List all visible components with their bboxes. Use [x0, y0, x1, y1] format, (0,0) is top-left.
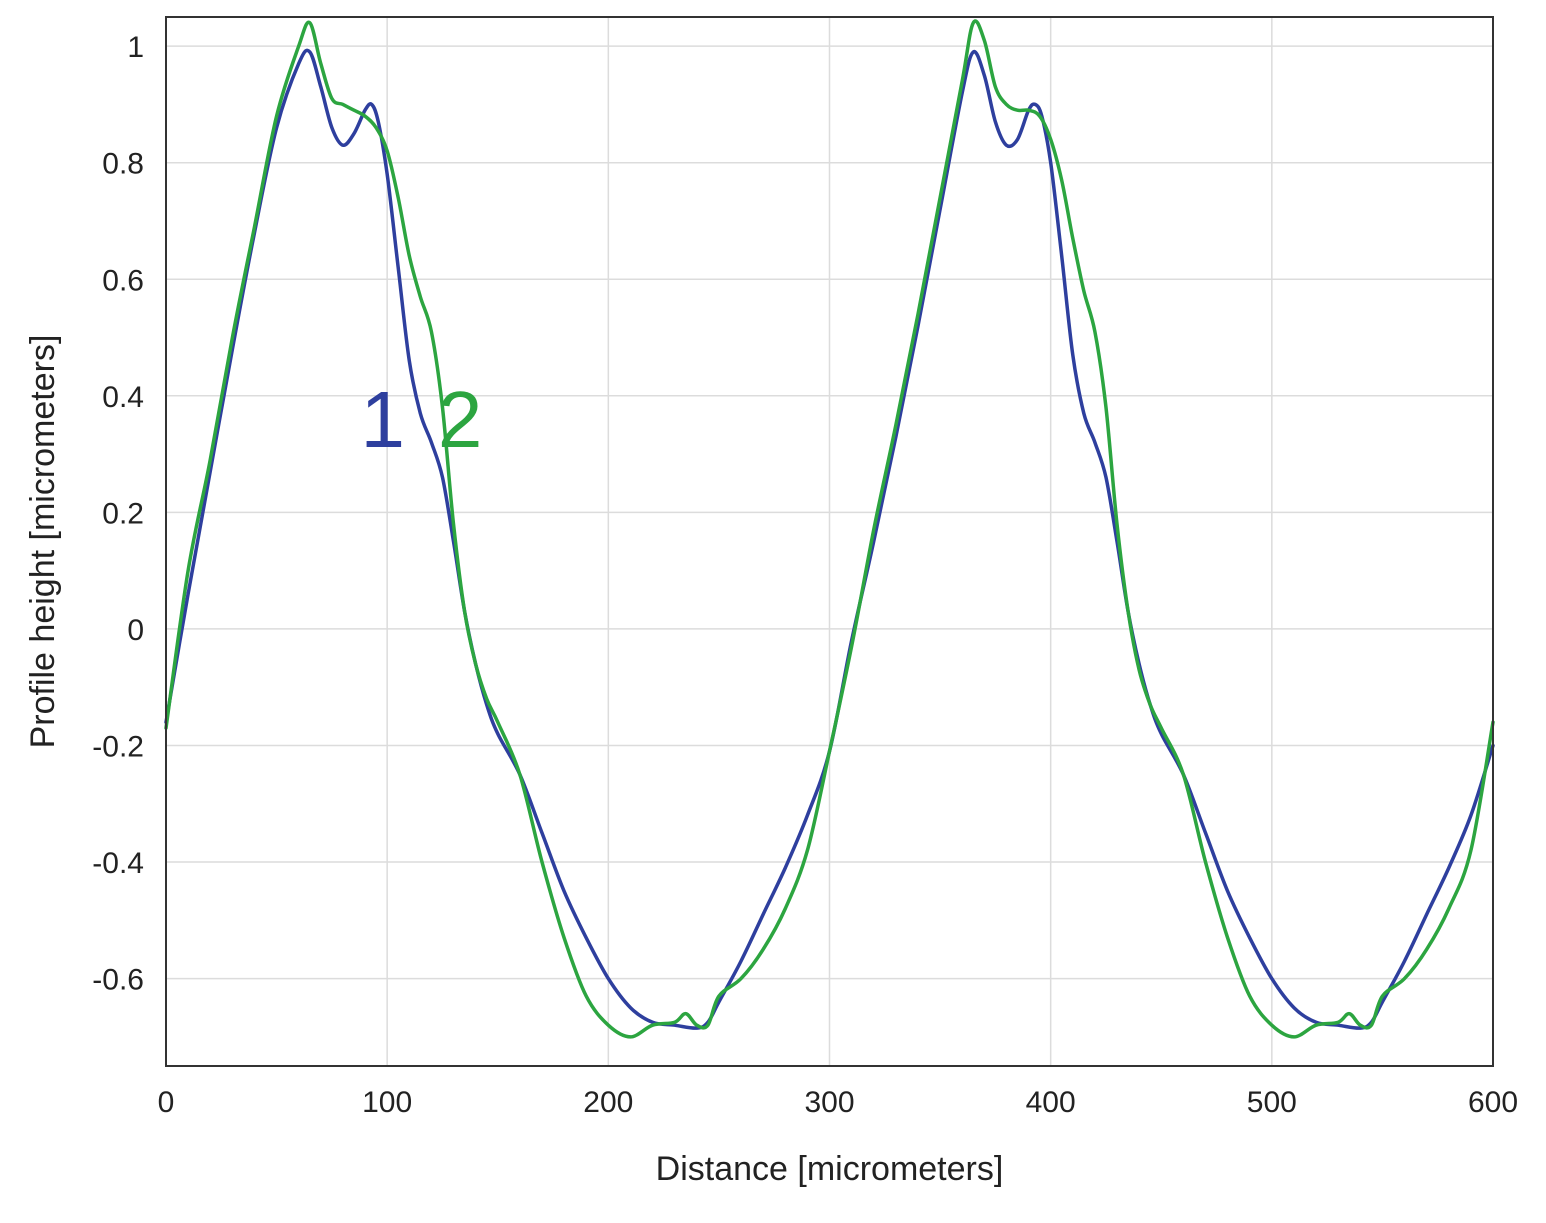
series-1-label: 1 [360, 375, 405, 464]
x-tick-labels: 0 100 200 300 400 500 600 [158, 1086, 1518, 1119]
y-tick-label: 1 [127, 31, 144, 64]
series-lines [164, 19, 1495, 1039]
plot-frame [165, 16, 1494, 1067]
x-tick-label: 100 [362, 1086, 412, 1119]
x-tick-label: 0 [158, 1086, 175, 1119]
x-tick-label: 600 [1468, 1086, 1518, 1119]
x-tick-label: 200 [583, 1086, 633, 1119]
gridlines [165, 17, 1494, 1066]
y-tick-label: 0.8 [102, 148, 144, 181]
x-axis-label: Distance [micrometers] [656, 1150, 1004, 1188]
x-tick-label: 500 [1247, 1086, 1297, 1119]
y-axis-label: Profile height [micrometers] [24, 335, 62, 749]
x-tick-label: 400 [1026, 1086, 1076, 1119]
y-tick-label: 0.4 [102, 381, 144, 414]
series-2-label: 2 [438, 375, 483, 464]
y-tick-label: 0.6 [102, 264, 144, 297]
y-tick-label: 0 [127, 614, 144, 647]
y-tick-label: -0.2 [92, 730, 144, 763]
y-tick-label: -0.6 [92, 964, 144, 997]
y-tick-label: -0.4 [92, 847, 144, 880]
y-tick-label: 0.2 [102, 497, 144, 530]
series-2-line [164, 19, 1495, 1039]
y-tick-labels: 1 0.8 0.6 0.4 0.2 0 -0.2 -0.4 -0.6 [92, 31, 144, 996]
x-tick-label: 300 [804, 1086, 854, 1119]
